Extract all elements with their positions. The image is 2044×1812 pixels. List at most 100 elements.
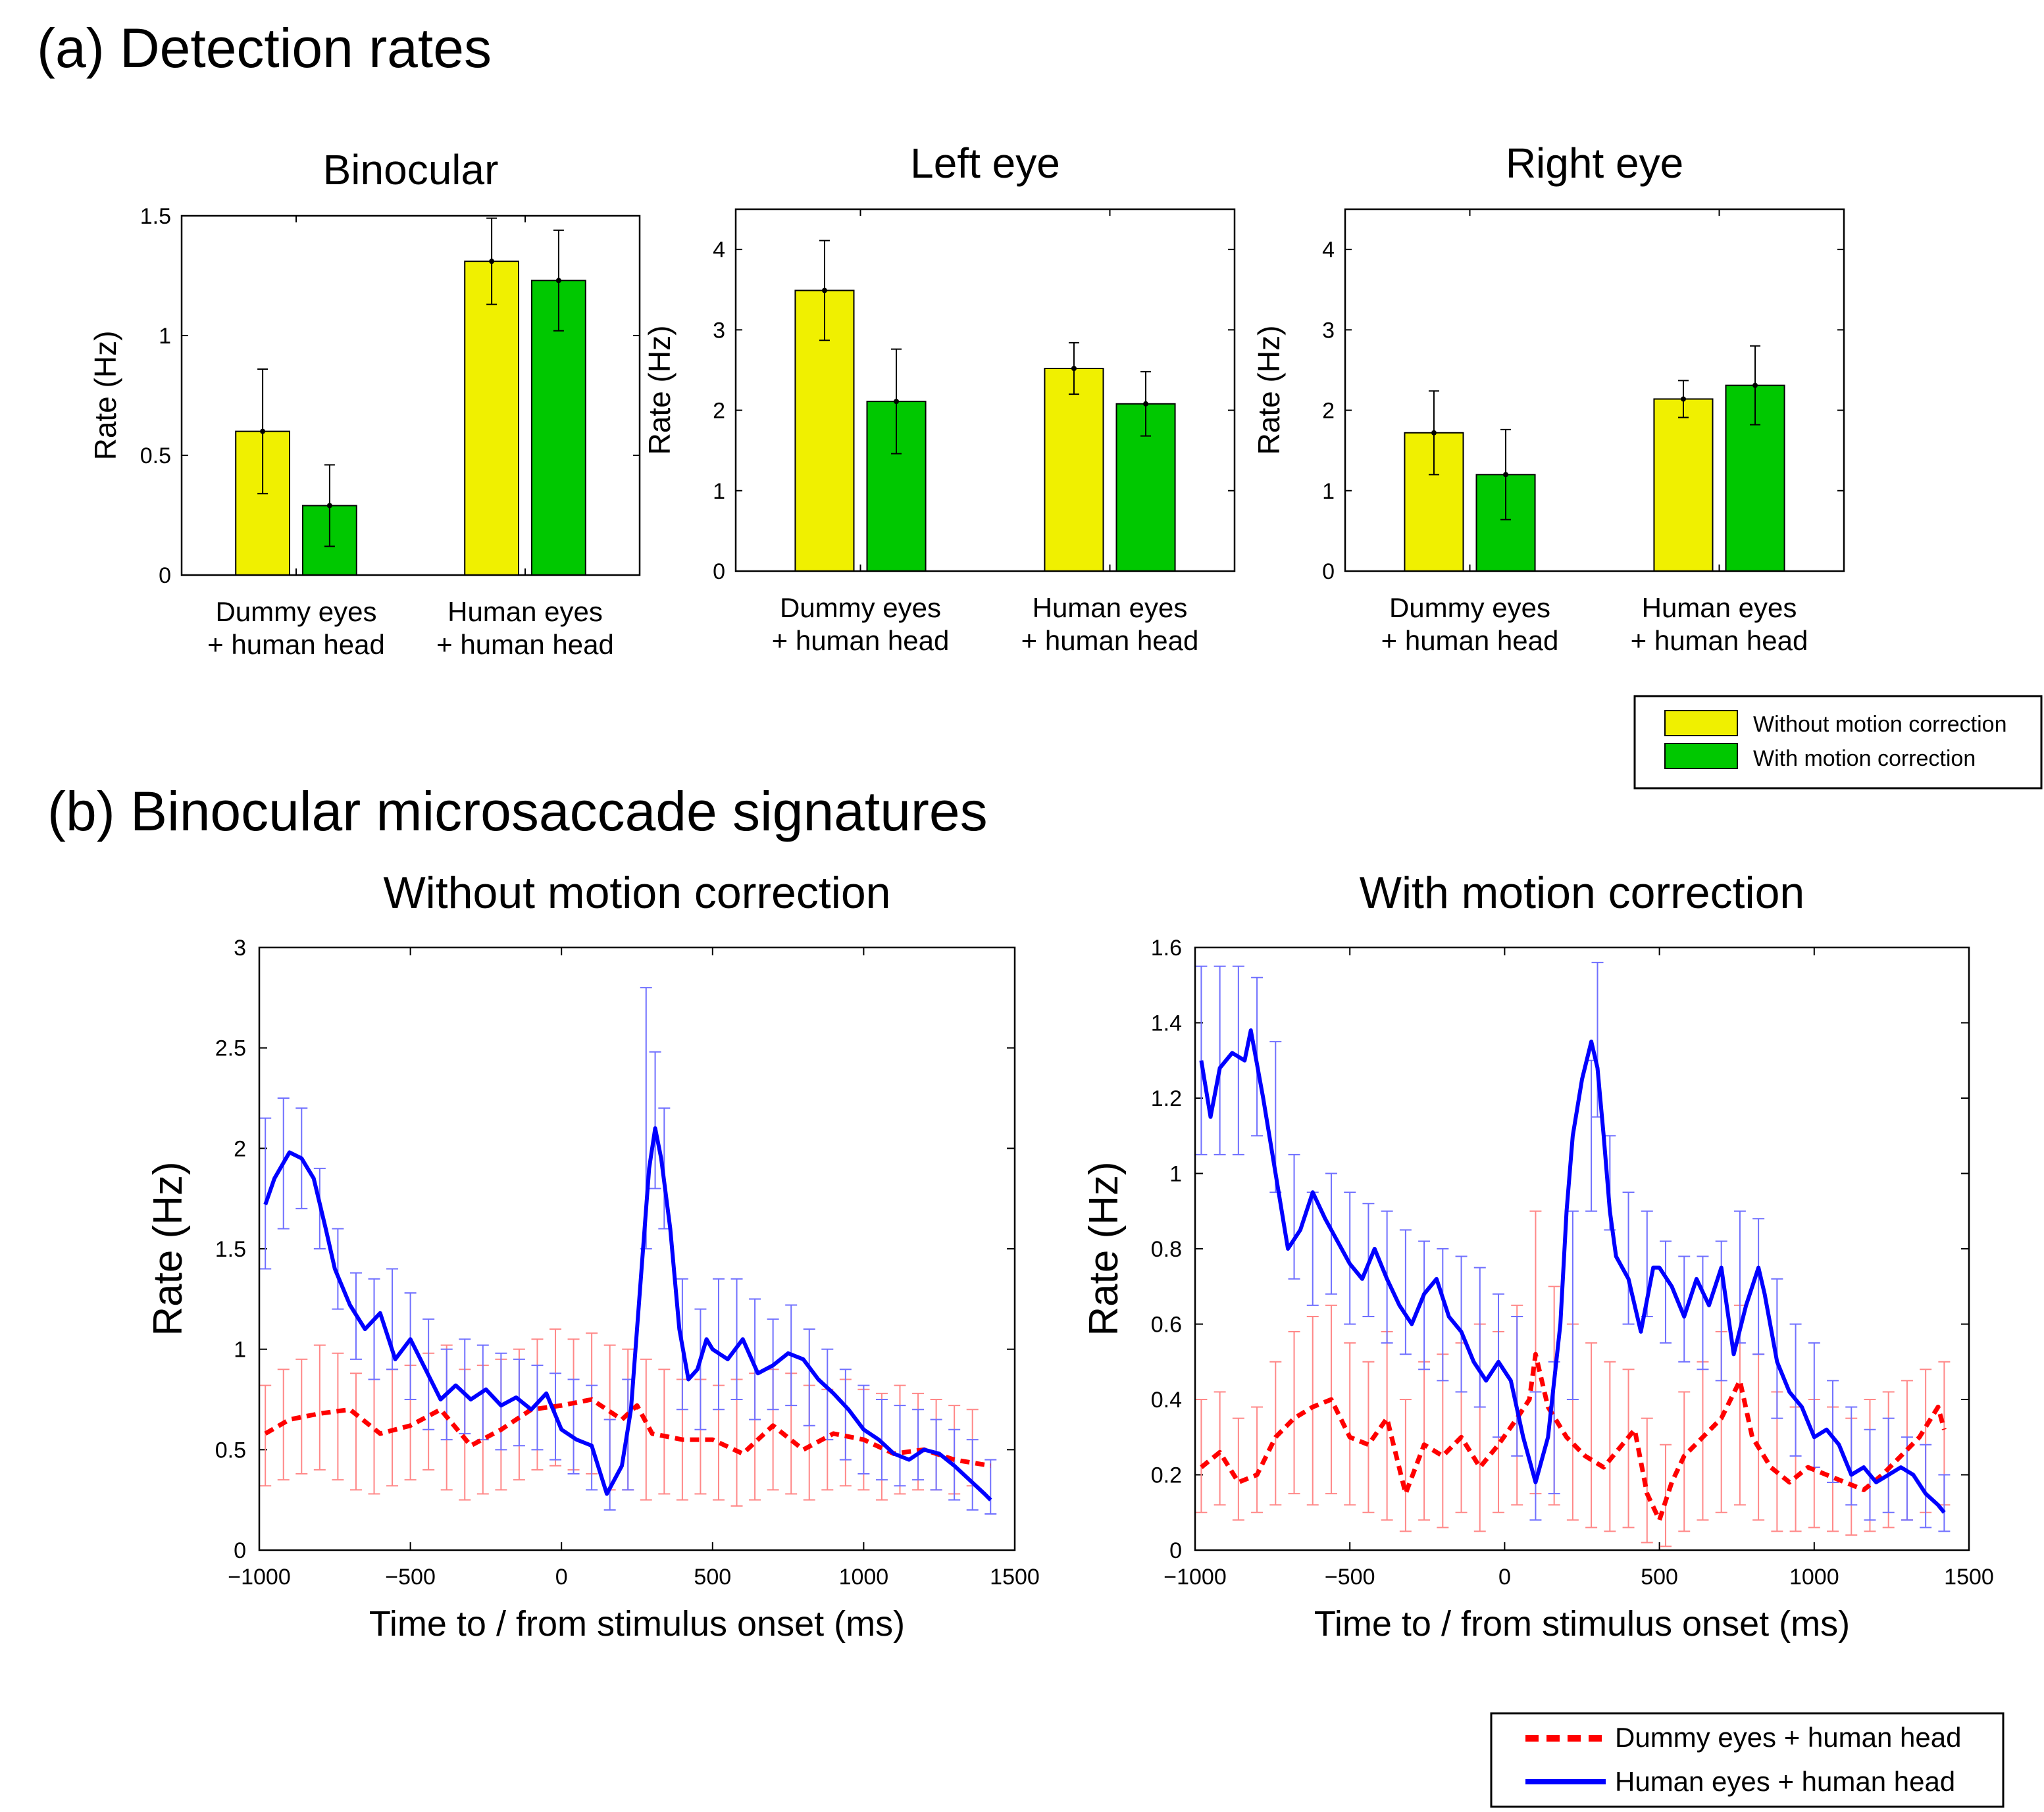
- legend-label-dummy: Dummy eyes + human head: [1615, 1722, 1961, 1753]
- y-tick-label: 4: [1322, 238, 1335, 263]
- bar-mean-dot: [894, 399, 900, 405]
- x-category-label-line1: Human eyes: [1642, 592, 1797, 623]
- chart-title: Right eye: [1506, 139, 1683, 187]
- y-tick-label: 0.6: [1151, 1313, 1182, 1338]
- x-category-label-line2: + human head: [436, 629, 614, 660]
- bar-mean-dot: [1503, 472, 1509, 478]
- legend-label-without: Without motion correction: [1753, 712, 2007, 737]
- panel-b-title: (b) Binocular microsaccade signatures: [47, 780, 988, 842]
- y-axis-label: Rate (Hz): [145, 1161, 191, 1336]
- y-tick-label: 2.5: [215, 1036, 246, 1061]
- bar: [1044, 368, 1104, 572]
- legend-swatch-without: [1664, 710, 1738, 736]
- x-tick-label: 500: [694, 1565, 731, 1590]
- x-tick-label: 1500: [990, 1565, 1040, 1590]
- x-tick-label: 1000: [1789, 1565, 1839, 1590]
- bar-mean-dot: [1431, 430, 1437, 436]
- y-axis-label: Rate (Hz): [1252, 326, 1286, 455]
- y-tick-label: 0.5: [140, 443, 171, 468]
- x-tick-label: −500: [1325, 1565, 1375, 1590]
- y-axis-label: Rate (Hz): [88, 331, 122, 461]
- x-tick-label: 0: [1498, 1565, 1511, 1590]
- axes-frame: [1194, 946, 1970, 1551]
- bar-mean-dot: [1143, 401, 1149, 407]
- y-tick-label: 0: [713, 559, 725, 584]
- bar-mean-dot: [326, 503, 332, 509]
- y-tick-label: 1: [1322, 479, 1335, 504]
- legend-lines-frame: [1490, 1712, 2005, 1808]
- axes-frame: [1344, 208, 1845, 572]
- y-tick-label: 0: [159, 563, 171, 588]
- bar-mean-dot: [555, 278, 561, 284]
- x-tick-label: −1000: [228, 1565, 291, 1590]
- bar: [1653, 398, 1714, 572]
- x-category-label-line1: Dummy eyes: [780, 592, 941, 623]
- x-tick-label: 1500: [1944, 1565, 1994, 1590]
- y-tick-label: 1: [1169, 1162, 1182, 1187]
- legend-label-human: Human eyes + human head: [1615, 1766, 1955, 1797]
- axes-frame: [258, 946, 1016, 1551]
- y-tick-label: 3: [234, 936, 246, 961]
- y-axis-label: Rate (Hz): [1081, 1161, 1127, 1336]
- y-axis-label: Rate (Hz): [642, 326, 677, 455]
- y-tick-label: 3: [1322, 318, 1335, 343]
- series-line-human: [1199, 1028, 1946, 1514]
- bar-mean-dot: [1071, 366, 1077, 371]
- x-category-label-line2: + human head: [207, 629, 385, 660]
- chart-title: Binocular: [323, 146, 499, 193]
- x-tick-label: 1000: [839, 1565, 889, 1590]
- line-chart-with-motion-correction: With motion correction 0 0.2 0.4 0.6 0.8 1 1.2 1…: [1081, 868, 1994, 1644]
- x-axis-label: Time to / from stimulus onset (ms): [369, 1604, 905, 1644]
- y-tick-label: 2: [1322, 399, 1335, 424]
- legend-bars: Without motion correction With motion co…: [1633, 695, 2043, 790]
- y-tick-label: 0.4: [1151, 1388, 1182, 1413]
- x-tick-label: −1000: [1163, 1565, 1227, 1590]
- legend-lines: Dummy eyes + human head Human eyes + hum…: [1490, 1712, 2005, 1808]
- x-category-label-line2: + human head: [772, 625, 950, 656]
- y-tick-label: 1: [159, 324, 171, 349]
- bar-mean-dot: [1752, 382, 1758, 388]
- series-line-dummy: [1200, 1351, 1947, 1523]
- bar-mean-dot: [821, 288, 827, 293]
- y-tick-label: 0: [1169, 1538, 1182, 1563]
- y-tick-label: 1.2: [1151, 1086, 1182, 1111]
- y-tick-label: 0: [234, 1538, 246, 1563]
- bar: [464, 261, 519, 576]
- y-tick-label: 1.5: [140, 204, 171, 229]
- series-line-human: [263, 1126, 992, 1501]
- chart-title: Without motion correction: [384, 868, 891, 918]
- y-tick-label: 1.6: [1151, 936, 1182, 961]
- y-tick-label: 1: [713, 479, 725, 504]
- y-tick-label: 0.5: [215, 1438, 246, 1463]
- y-tick-label: 2: [234, 1136, 246, 1161]
- x-category-label-line1: Human eyes: [1033, 592, 1188, 623]
- line-chart-without-motion-correction: Without motion correction 0 0.5 1 1.5 2 2.5 3 −1…: [145, 868, 1040, 1644]
- x-category-label-line2: + human head: [1381, 625, 1559, 656]
- y-tick-label: 0.8: [1151, 1237, 1182, 1262]
- x-axis-label: Time to / from stimulus onset (ms): [1314, 1604, 1850, 1644]
- y-tick-label: 4: [713, 238, 725, 263]
- y-tick-label: 1: [234, 1338, 246, 1363]
- y-tick-label: 0.2: [1151, 1463, 1182, 1488]
- chart-title: Left eye: [910, 139, 1060, 187]
- x-category-label-line1: Dummy eyes: [215, 596, 376, 627]
- axes-frame: [180, 214, 641, 576]
- x-tick-label: 500: [1641, 1565, 1678, 1590]
- panel-a-title: (a) Detection rates: [37, 17, 492, 79]
- bar-mean-dot: [489, 259, 495, 264]
- x-tick-label: 0: [555, 1565, 568, 1590]
- y-tick-label: 0: [1322, 559, 1335, 584]
- y-tick-label: 1.5: [215, 1237, 246, 1262]
- x-category-label-line2: + human head: [1631, 625, 1808, 656]
- axes-frame: [734, 208, 1236, 572]
- legend-label-with: With motion correction: [1753, 746, 1976, 771]
- x-category-label-line2: + human head: [1021, 625, 1199, 656]
- bar-mean-dot: [260, 428, 266, 434]
- chart-title: With motion correction: [1360, 868, 1804, 918]
- x-tick-label: −500: [385, 1565, 436, 1590]
- x-category-label-line1: Dummy eyes: [1389, 592, 1550, 623]
